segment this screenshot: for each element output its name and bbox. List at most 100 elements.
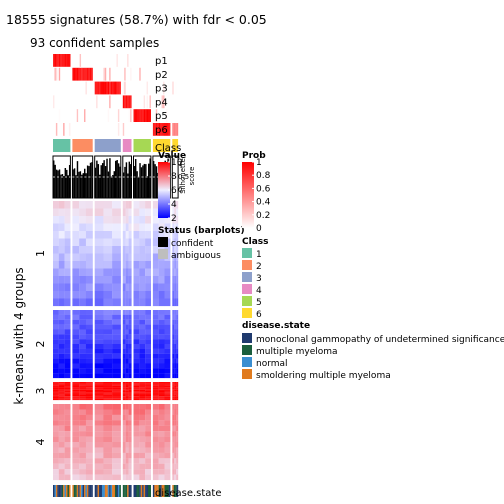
- heatmap-cell: [126, 315, 129, 320]
- disease-cell: [149, 485, 151, 497]
- prob-cell: [88, 109, 90, 122]
- heatmap-cell: [79, 329, 86, 334]
- heatmap-cell: [139, 394, 145, 395]
- silhouette-bar: [59, 169, 60, 198]
- heatmap-cell: [79, 291, 86, 299]
- heatmap-cell: [134, 310, 140, 315]
- heatmap-cell: [65, 442, 71, 448]
- heatmap-cell: [123, 391, 126, 392]
- prob-cell: [109, 82, 111, 95]
- heatmap-cell: [53, 382, 59, 383]
- prob-cell: [62, 68, 64, 81]
- heatmap-cell: [86, 415, 93, 421]
- heatmap-cell: [145, 469, 151, 475]
- heatmap-cell: [139, 329, 145, 334]
- prob-cell: [149, 54, 151, 67]
- prob-cell: [148, 68, 150, 81]
- heatmap-cell: [59, 329, 65, 334]
- silhouette-bar: [124, 167, 125, 198]
- heatmap-cell: [126, 475, 129, 481]
- prob-cell: [126, 95, 128, 108]
- heatmap-cell: [123, 291, 126, 299]
- prob-cell: [75, 109, 77, 122]
- heatmap-cell: [103, 373, 112, 378]
- prob-cell: [53, 68, 55, 81]
- prob-cell: [87, 82, 89, 95]
- heatmap-cell: [176, 383, 178, 384]
- heatmap-cell: [174, 442, 176, 448]
- heatmap-cell: [72, 399, 79, 400]
- heatmap-cell: [72, 387, 79, 388]
- prob-cell: [54, 54, 56, 67]
- prob-cell: [59, 95, 61, 108]
- heatmap-cell: [79, 387, 86, 388]
- disease-cell: [99, 485, 101, 497]
- silhouette-bar: [68, 175, 69, 198]
- prob-cell: [87, 123, 89, 136]
- heatmap-cell: [112, 409, 121, 415]
- heatmap-cell: [172, 344, 174, 349]
- prob-cell: [66, 109, 68, 122]
- disease-cell: [119, 485, 121, 497]
- heatmap-cell: [95, 329, 104, 334]
- heatmap-cell: [95, 382, 104, 383]
- heatmap-cell: [123, 224, 126, 232]
- heatmap-cell: [112, 397, 121, 398]
- silhouette-bar: [147, 176, 148, 198]
- heatmap-cell: [95, 246, 104, 254]
- heatmap-cell: [153, 390, 159, 391]
- prob-cell: [96, 54, 98, 67]
- heatmap-cell: [103, 344, 112, 349]
- prob-tick-label: 0.2: [256, 211, 270, 221]
- heatmap-cell: [59, 395, 65, 396]
- prob-tick-label: 1: [256, 158, 262, 168]
- heatmap-cell: [174, 469, 176, 475]
- heatmap-cell: [145, 261, 151, 269]
- heatmap-cell: [72, 239, 79, 247]
- heatmap-cell: [139, 420, 145, 426]
- prob-cell: [77, 54, 79, 67]
- prob-cell: [96, 95, 98, 108]
- heatmap-cell: [145, 334, 151, 339]
- disease-cell: [74, 485, 76, 497]
- disease-cell: [57, 485, 59, 497]
- heatmap-cell: [139, 339, 145, 344]
- prob-cell: [139, 68, 141, 81]
- prob-cell: [65, 68, 67, 81]
- heatmap-cell: [172, 373, 174, 378]
- heatmap-cell: [139, 254, 145, 262]
- silhouette-bar: [111, 176, 112, 198]
- heatmap-cell: [65, 397, 71, 398]
- prob-cell: [172, 95, 174, 108]
- prob-cell: [63, 123, 65, 136]
- heatmap-cell: [129, 385, 132, 386]
- heatmap-cell: [139, 388, 145, 389]
- heatmap-cell: [112, 349, 121, 354]
- silhouette-bar: [129, 162, 130, 198]
- heatmap-cell: [129, 325, 132, 330]
- prob-cell: [103, 123, 105, 136]
- prob-cell: [145, 109, 147, 122]
- heatmap-cell: [53, 426, 59, 432]
- heatmap-cell: [139, 382, 145, 383]
- heatmap-cell: [139, 396, 145, 397]
- heatmap-cell: [86, 458, 93, 464]
- heatmap-cell: [59, 334, 65, 339]
- heatmap-cell: [72, 231, 79, 239]
- heatmap-cell: [65, 415, 71, 421]
- prob-cell: [101, 123, 103, 136]
- heatmap-cell: [86, 373, 93, 378]
- prob-cell: [118, 68, 120, 81]
- prob-cell: [72, 109, 74, 122]
- prob-cell: [95, 123, 97, 136]
- heatmap-cell: [72, 386, 79, 387]
- heatmap-cell: [59, 391, 65, 392]
- heatmap-cell: [103, 231, 112, 239]
- heatmap-cell: [123, 261, 126, 269]
- heatmap-cell: [59, 239, 65, 247]
- heatmap-cell: [72, 224, 79, 232]
- heatmap-cell: [126, 310, 129, 315]
- heatmap-cell: [139, 431, 145, 437]
- heatmap-cell: [126, 382, 129, 383]
- heatmap-cell: [86, 339, 93, 344]
